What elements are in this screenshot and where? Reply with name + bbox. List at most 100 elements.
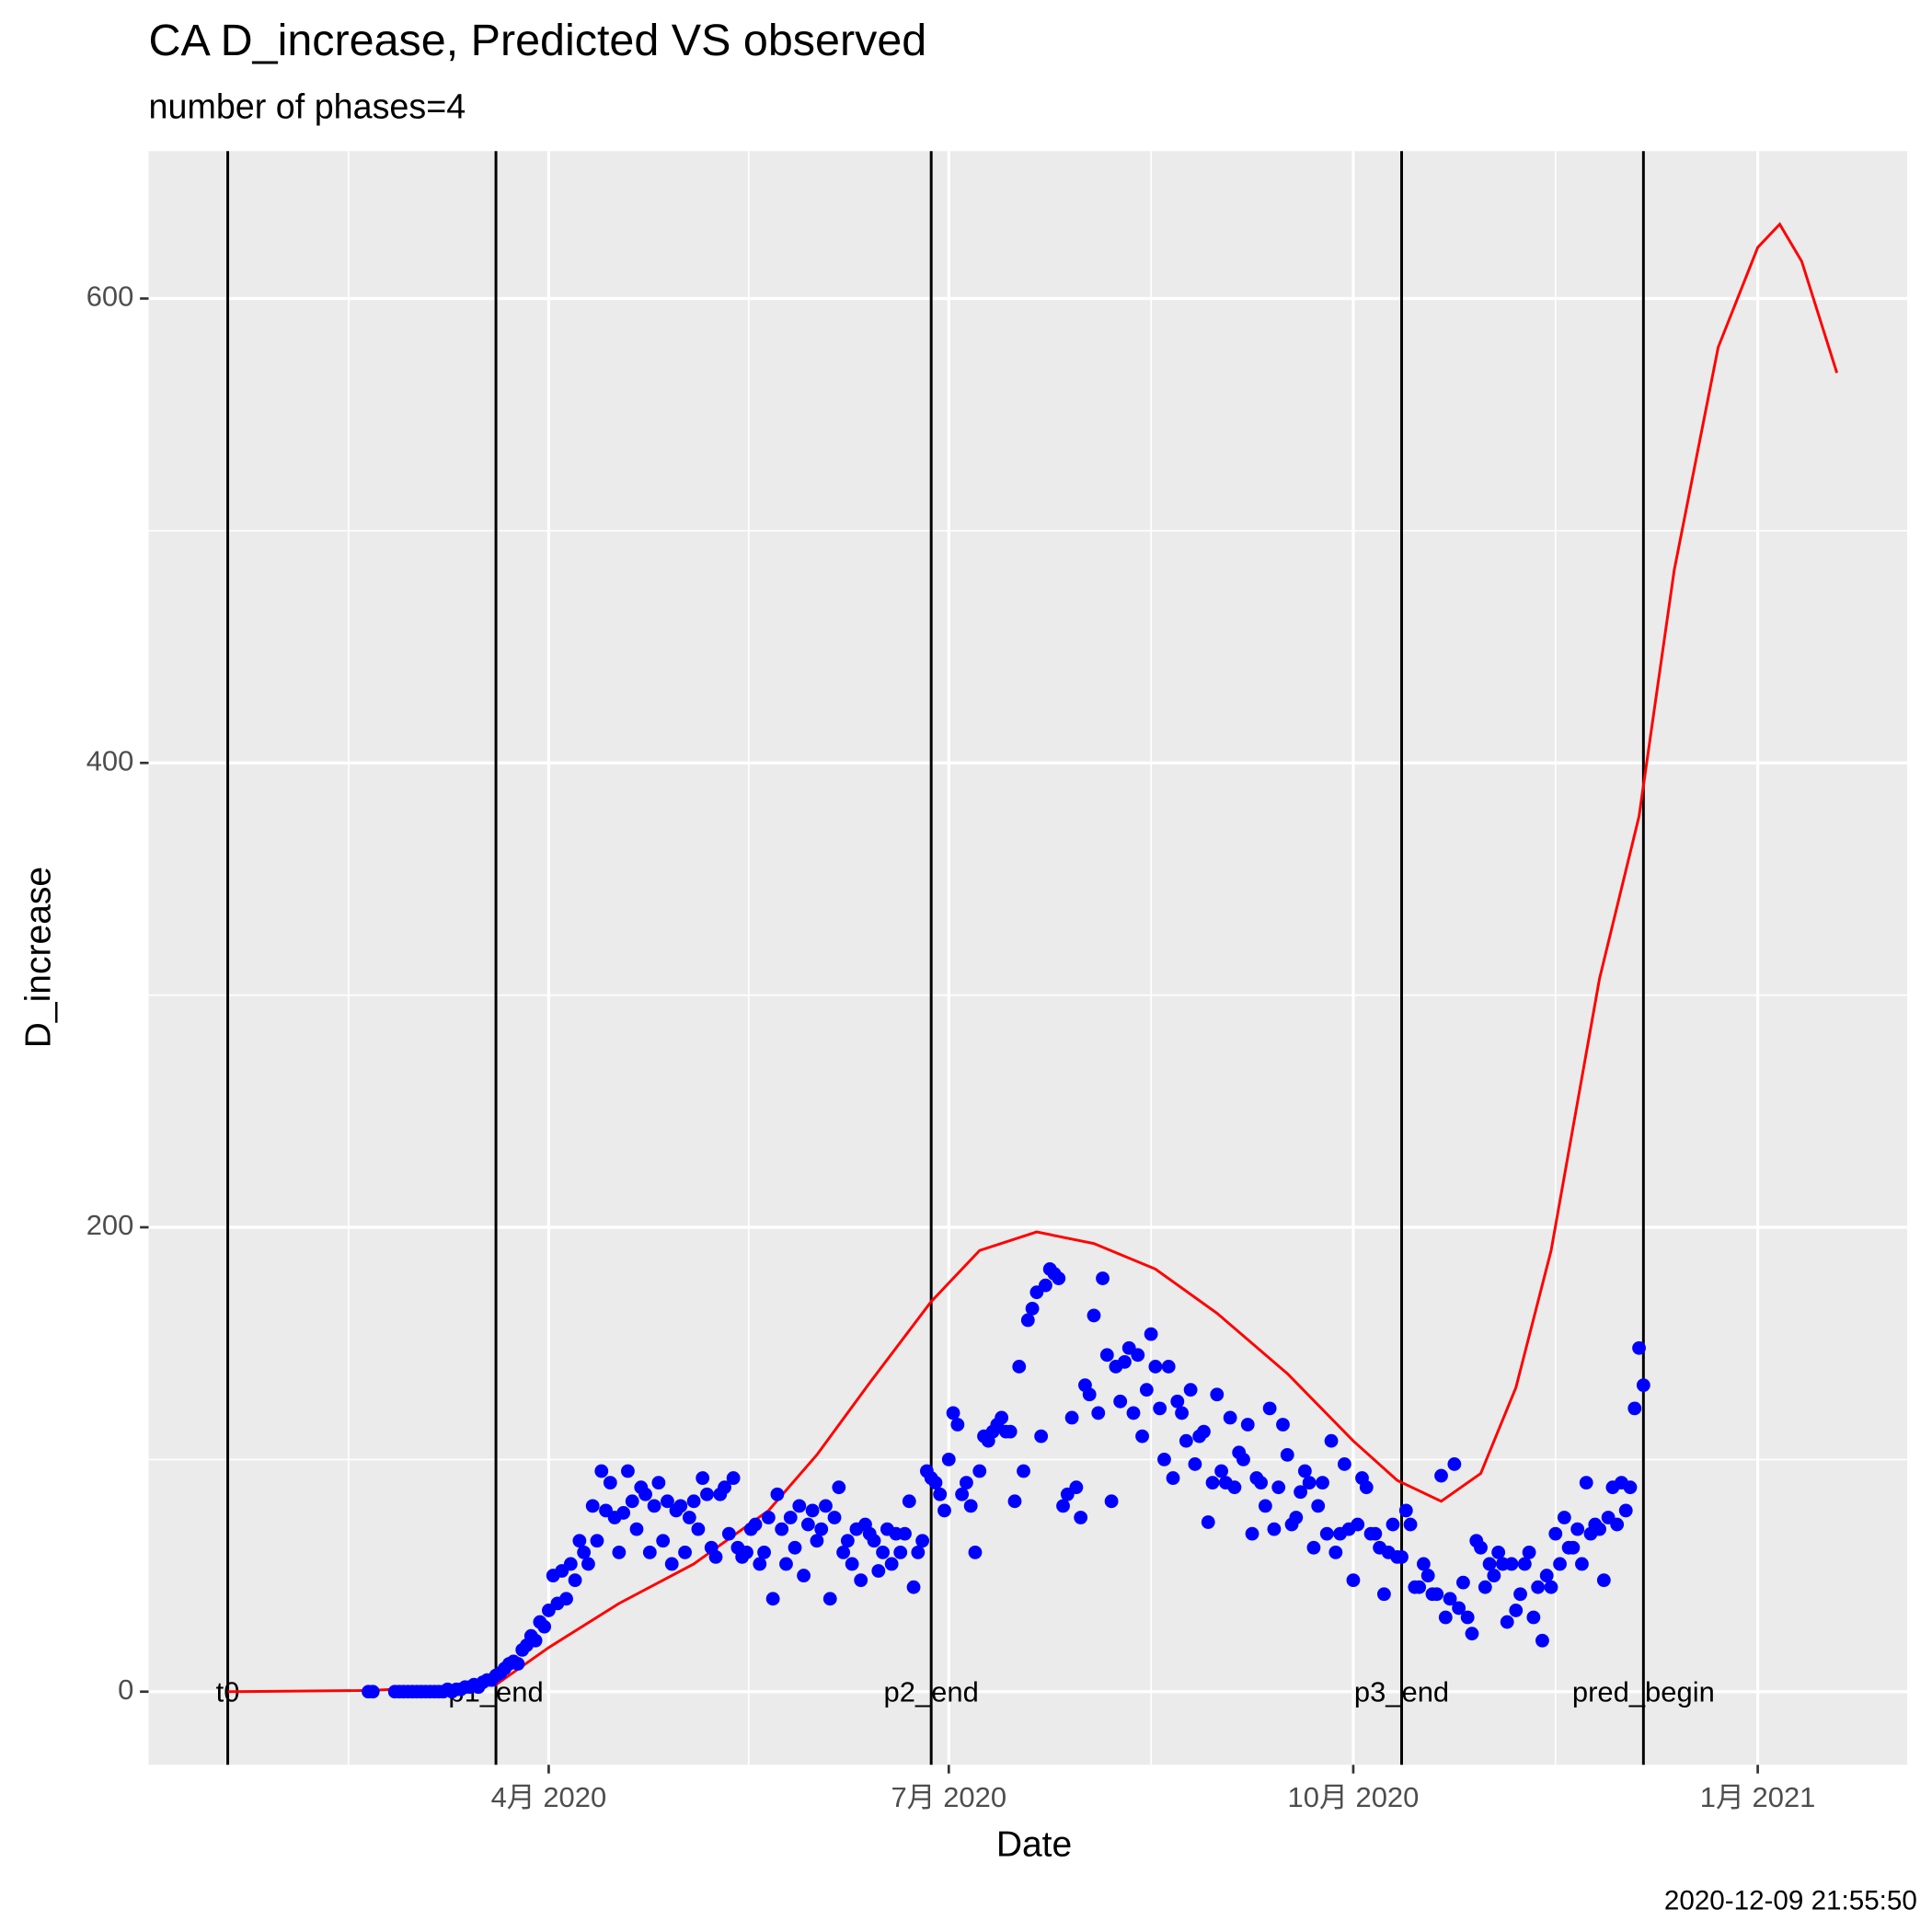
data-point: [884, 1557, 899, 1571]
data-point: [1052, 1271, 1066, 1285]
data-point: [1223, 1410, 1237, 1425]
data-point: [1289, 1511, 1304, 1524]
x-tick-label: 7月 2020: [891, 1781, 1006, 1813]
data-point: [1188, 1457, 1202, 1471]
data-point: [788, 1540, 802, 1555]
data-point: [1316, 1476, 1329, 1490]
data-point: [1144, 1327, 1158, 1341]
data-point: [1517, 1557, 1532, 1571]
data-point: [968, 1545, 983, 1559]
data-point: [1126, 1406, 1141, 1420]
data-point: [1623, 1480, 1638, 1495]
data-point: [1504, 1557, 1519, 1571]
data-point: [1012, 1360, 1027, 1374]
data-point: [1487, 1569, 1501, 1582]
data-point: [511, 1657, 525, 1671]
data-point: [1456, 1575, 1470, 1590]
data-point: [590, 1534, 604, 1548]
data-point: [1324, 1433, 1339, 1448]
data-point: [867, 1534, 881, 1548]
data-point: [1376, 1587, 1391, 1602]
phase-label: p3_end: [1354, 1676, 1449, 1708]
data-point: [753, 1557, 767, 1571]
x-tick-label: 1月 2021: [1700, 1781, 1816, 1813]
data-point: [656, 1534, 671, 1548]
data-point: [805, 1503, 820, 1518]
data-point: [1474, 1540, 1488, 1555]
data-point: [1240, 1418, 1255, 1432]
data-point: [1179, 1433, 1193, 1448]
data-point: [1201, 1515, 1215, 1529]
data-point: [1175, 1406, 1189, 1420]
caption: 2020-12-09 21:55:50: [1664, 1886, 1917, 1916]
data-point: [1153, 1401, 1167, 1416]
phase-label: p2_end: [884, 1676, 979, 1708]
data-point: [1306, 1540, 1321, 1555]
data-point: [647, 1499, 661, 1513]
data-point: [1575, 1557, 1589, 1571]
data-point: [1210, 1387, 1225, 1402]
data-point: [1443, 1592, 1457, 1606]
data-point: [1007, 1494, 1022, 1509]
y-tick-label: 600: [86, 281, 134, 313]
data-point: [972, 1464, 987, 1478]
data-point: [1056, 1499, 1070, 1513]
data-point: [915, 1534, 930, 1548]
data-point: [1434, 1468, 1448, 1483]
data-point: [1632, 1340, 1646, 1355]
data-point: [1447, 1457, 1462, 1471]
data-point: [594, 1464, 609, 1478]
data-point: [1161, 1360, 1176, 1374]
data-point: [928, 1476, 943, 1490]
data-point: [761, 1511, 776, 1524]
data-point: [581, 1557, 595, 1571]
data-point: [585, 1499, 600, 1513]
data-point: [800, 1517, 815, 1532]
data-point: [946, 1406, 960, 1420]
data-point: [871, 1564, 886, 1578]
data-point: [721, 1526, 736, 1541]
data-point: [1579, 1476, 1593, 1490]
data-point: [696, 1471, 710, 1485]
data-point: [792, 1499, 807, 1513]
data-point: [1513, 1587, 1527, 1602]
data-point: [1368, 1526, 1383, 1541]
data-point: [1003, 1424, 1018, 1439]
data-point: [1478, 1580, 1492, 1594]
data-point: [1610, 1517, 1625, 1532]
data-point: [673, 1499, 688, 1513]
data-point: [1548, 1526, 1563, 1541]
data-point: [1430, 1587, 1444, 1602]
data-point: [1214, 1464, 1228, 1478]
data-point: [1020, 1313, 1035, 1328]
data-point: [1091, 1406, 1106, 1420]
data-point: [797, 1569, 811, 1582]
data-point: [1417, 1557, 1431, 1571]
data-point: [537, 1619, 552, 1634]
data-point: [708, 1549, 723, 1564]
grid: [148, 151, 1908, 1765]
data-point: [902, 1494, 916, 1509]
data-point: [1087, 1308, 1101, 1323]
data-point: [1069, 1480, 1084, 1495]
data-point: [1074, 1511, 1088, 1524]
data-point: [1254, 1476, 1268, 1490]
data-point: [1403, 1517, 1418, 1532]
data-point: [1099, 1348, 1114, 1363]
data-point: [876, 1545, 891, 1559]
data-point: [1526, 1610, 1541, 1625]
data-point: [1553, 1557, 1567, 1571]
data-point: [612, 1545, 627, 1559]
data-point: [775, 1522, 789, 1536]
data-point: [779, 1557, 793, 1571]
data-point: [1262, 1401, 1277, 1416]
data-point: [1412, 1580, 1427, 1594]
data-point: [1500, 1615, 1514, 1629]
data-point: [1135, 1429, 1149, 1443]
data-point: [1627, 1401, 1642, 1416]
data-point: [963, 1499, 978, 1513]
data-point: [1302, 1476, 1317, 1490]
data-point: [1359, 1480, 1374, 1495]
x-tick-label: 10月 2020: [1288, 1781, 1420, 1813]
data-point: [1236, 1452, 1250, 1466]
